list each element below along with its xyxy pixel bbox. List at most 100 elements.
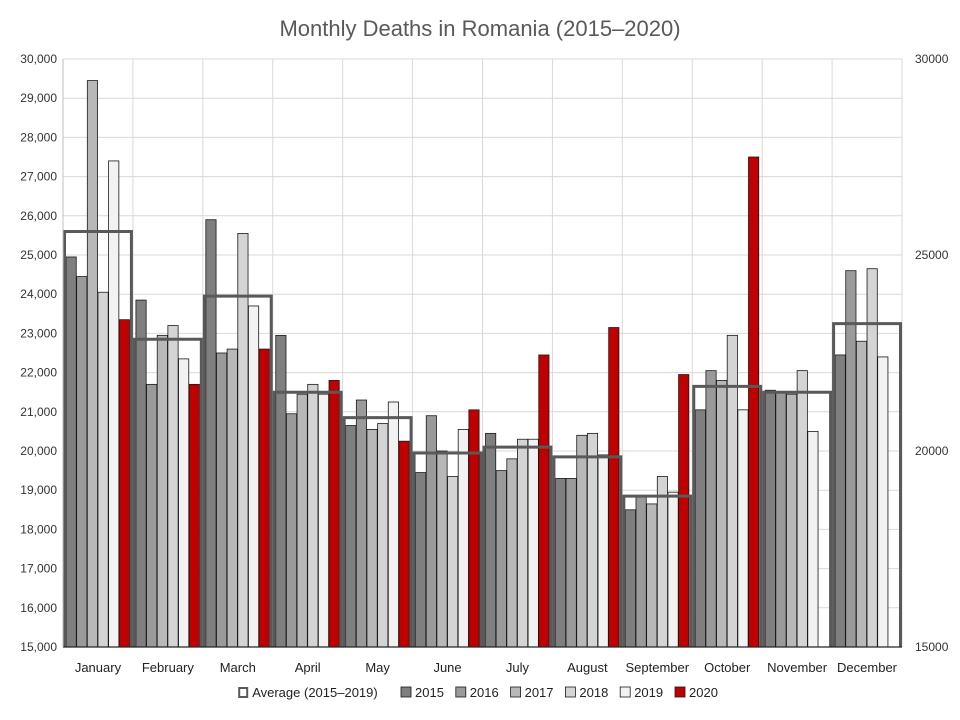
bar-2020-january xyxy=(118,319,130,648)
category-label: February xyxy=(142,660,195,675)
bar-2019-february xyxy=(178,358,190,648)
bar-2019-november xyxy=(807,430,819,648)
bar-2019-march xyxy=(248,305,260,648)
bar-2019-april xyxy=(317,393,330,648)
category-label: September xyxy=(625,660,689,675)
y-tick-label: 15,000 xyxy=(20,640,57,654)
legend-swatch-2015 xyxy=(400,686,412,698)
average-bar-may xyxy=(342,416,413,647)
bar-2015-november xyxy=(764,389,776,648)
average-bar-january xyxy=(63,229,133,647)
legend: Average (2015–2019) 2015 2016 2017 2018 2019 2… xyxy=(238,685,718,700)
bar-2018-august xyxy=(586,432,599,648)
axes xyxy=(62,59,902,648)
y-tick-label: 17,000 xyxy=(20,562,57,576)
y2-tick-label: 15000 xyxy=(915,640,949,654)
average-bar-july xyxy=(482,445,553,647)
legend-item: 2020 xyxy=(674,685,718,700)
y-tick-label: 23,000 xyxy=(20,326,57,340)
legend-swatch-2019 xyxy=(619,686,631,698)
bar-2018-february xyxy=(167,325,179,648)
bar-2015-june xyxy=(415,472,427,648)
category-label: January xyxy=(75,660,122,675)
legend-item: 2019 xyxy=(619,685,663,700)
average-bar-june xyxy=(412,451,483,647)
bar-2016-january xyxy=(76,276,88,648)
average-line xyxy=(63,229,902,647)
legend-item: 2017 xyxy=(510,685,554,700)
bar-2020-october xyxy=(748,156,760,648)
bar-2017-september xyxy=(646,503,658,648)
legend-label: 2018 xyxy=(579,685,608,700)
category-label: August xyxy=(567,660,608,675)
category-label: October xyxy=(704,660,751,675)
bar-2016-july xyxy=(495,470,507,648)
bar-2019-july xyxy=(527,438,539,648)
bar-2016-april xyxy=(285,413,298,648)
bar-2017-october xyxy=(716,380,728,648)
legend-item: 2018 xyxy=(565,685,608,700)
y-tick-label: 29,000 xyxy=(20,91,57,105)
bar-2020-september xyxy=(678,374,690,648)
average-bar-march xyxy=(202,294,273,647)
legend-swatch-2018 xyxy=(565,686,576,698)
bar-2018-september xyxy=(656,476,668,648)
y-tick-label: 20,000 xyxy=(20,444,57,458)
bar-2016-february xyxy=(146,383,158,648)
bar-2019-january xyxy=(108,160,120,648)
bar-2019-august xyxy=(597,454,609,648)
bar-2019-october xyxy=(737,409,749,648)
legend-item: Average (2015–2019) xyxy=(238,685,378,700)
bar-2017-february xyxy=(156,334,168,648)
bar-2016-august xyxy=(565,478,577,648)
x-axis-categories: January February March April May June July Augu… xyxy=(75,660,898,675)
bar-2017-june xyxy=(436,450,448,648)
bar-2017-july xyxy=(506,458,518,648)
average-bar-november xyxy=(762,390,833,647)
legend-swatch-2016 xyxy=(455,686,467,698)
y-tick-label: 30,000 xyxy=(20,52,57,66)
legend-swatch-average xyxy=(238,687,249,698)
bar-2016-may xyxy=(355,399,367,648)
bar-2018-october xyxy=(726,334,738,648)
category-label: March xyxy=(220,660,256,675)
y-tick-label: 21,000 xyxy=(20,405,57,419)
y-tick-label: 24,000 xyxy=(20,287,57,301)
bar-2018-november xyxy=(796,370,808,648)
bar-2017-march xyxy=(226,348,238,648)
average-bar-september xyxy=(622,494,693,647)
bar-2015-april xyxy=(275,334,287,648)
bar-2016-september xyxy=(635,495,647,648)
bar-2015-august xyxy=(555,478,567,648)
bar-2020-august xyxy=(608,327,620,648)
chart-title: Monthly Deaths in Romania (2015–2020) xyxy=(279,16,680,41)
bar-2018-may xyxy=(377,423,389,648)
category-label: July xyxy=(506,660,530,675)
legend-label: 2016 xyxy=(470,685,499,700)
bar-2016-november xyxy=(775,391,787,648)
bar-2020-june xyxy=(468,409,480,648)
y-tick-label: 19,000 xyxy=(20,483,57,497)
bar-2020-may xyxy=(398,440,410,648)
legend-label: 2020 xyxy=(689,685,718,700)
bar-2017-december xyxy=(855,340,868,648)
y2-tick-label: 20000 xyxy=(915,444,949,458)
average-bar-february xyxy=(132,337,203,647)
bar-2019-may xyxy=(387,401,399,648)
bar-2020-march xyxy=(258,348,270,648)
bar-2018-january xyxy=(97,291,109,648)
average-bar-august xyxy=(552,455,623,647)
bar-2020-july xyxy=(538,354,550,648)
y-tick-label: 18,000 xyxy=(20,522,57,536)
bar-2015-october xyxy=(694,409,706,648)
category-label: June xyxy=(433,660,461,675)
bar-2017-january xyxy=(86,80,98,648)
bar-2018-december xyxy=(866,268,878,648)
bar-2015-may xyxy=(345,425,357,648)
bar-2020-february xyxy=(188,383,200,648)
y-tick-label: 27,000 xyxy=(20,170,57,184)
category-label: November xyxy=(767,660,828,675)
category-label: December xyxy=(837,660,898,675)
y-tick-label: 28,000 xyxy=(20,130,57,144)
